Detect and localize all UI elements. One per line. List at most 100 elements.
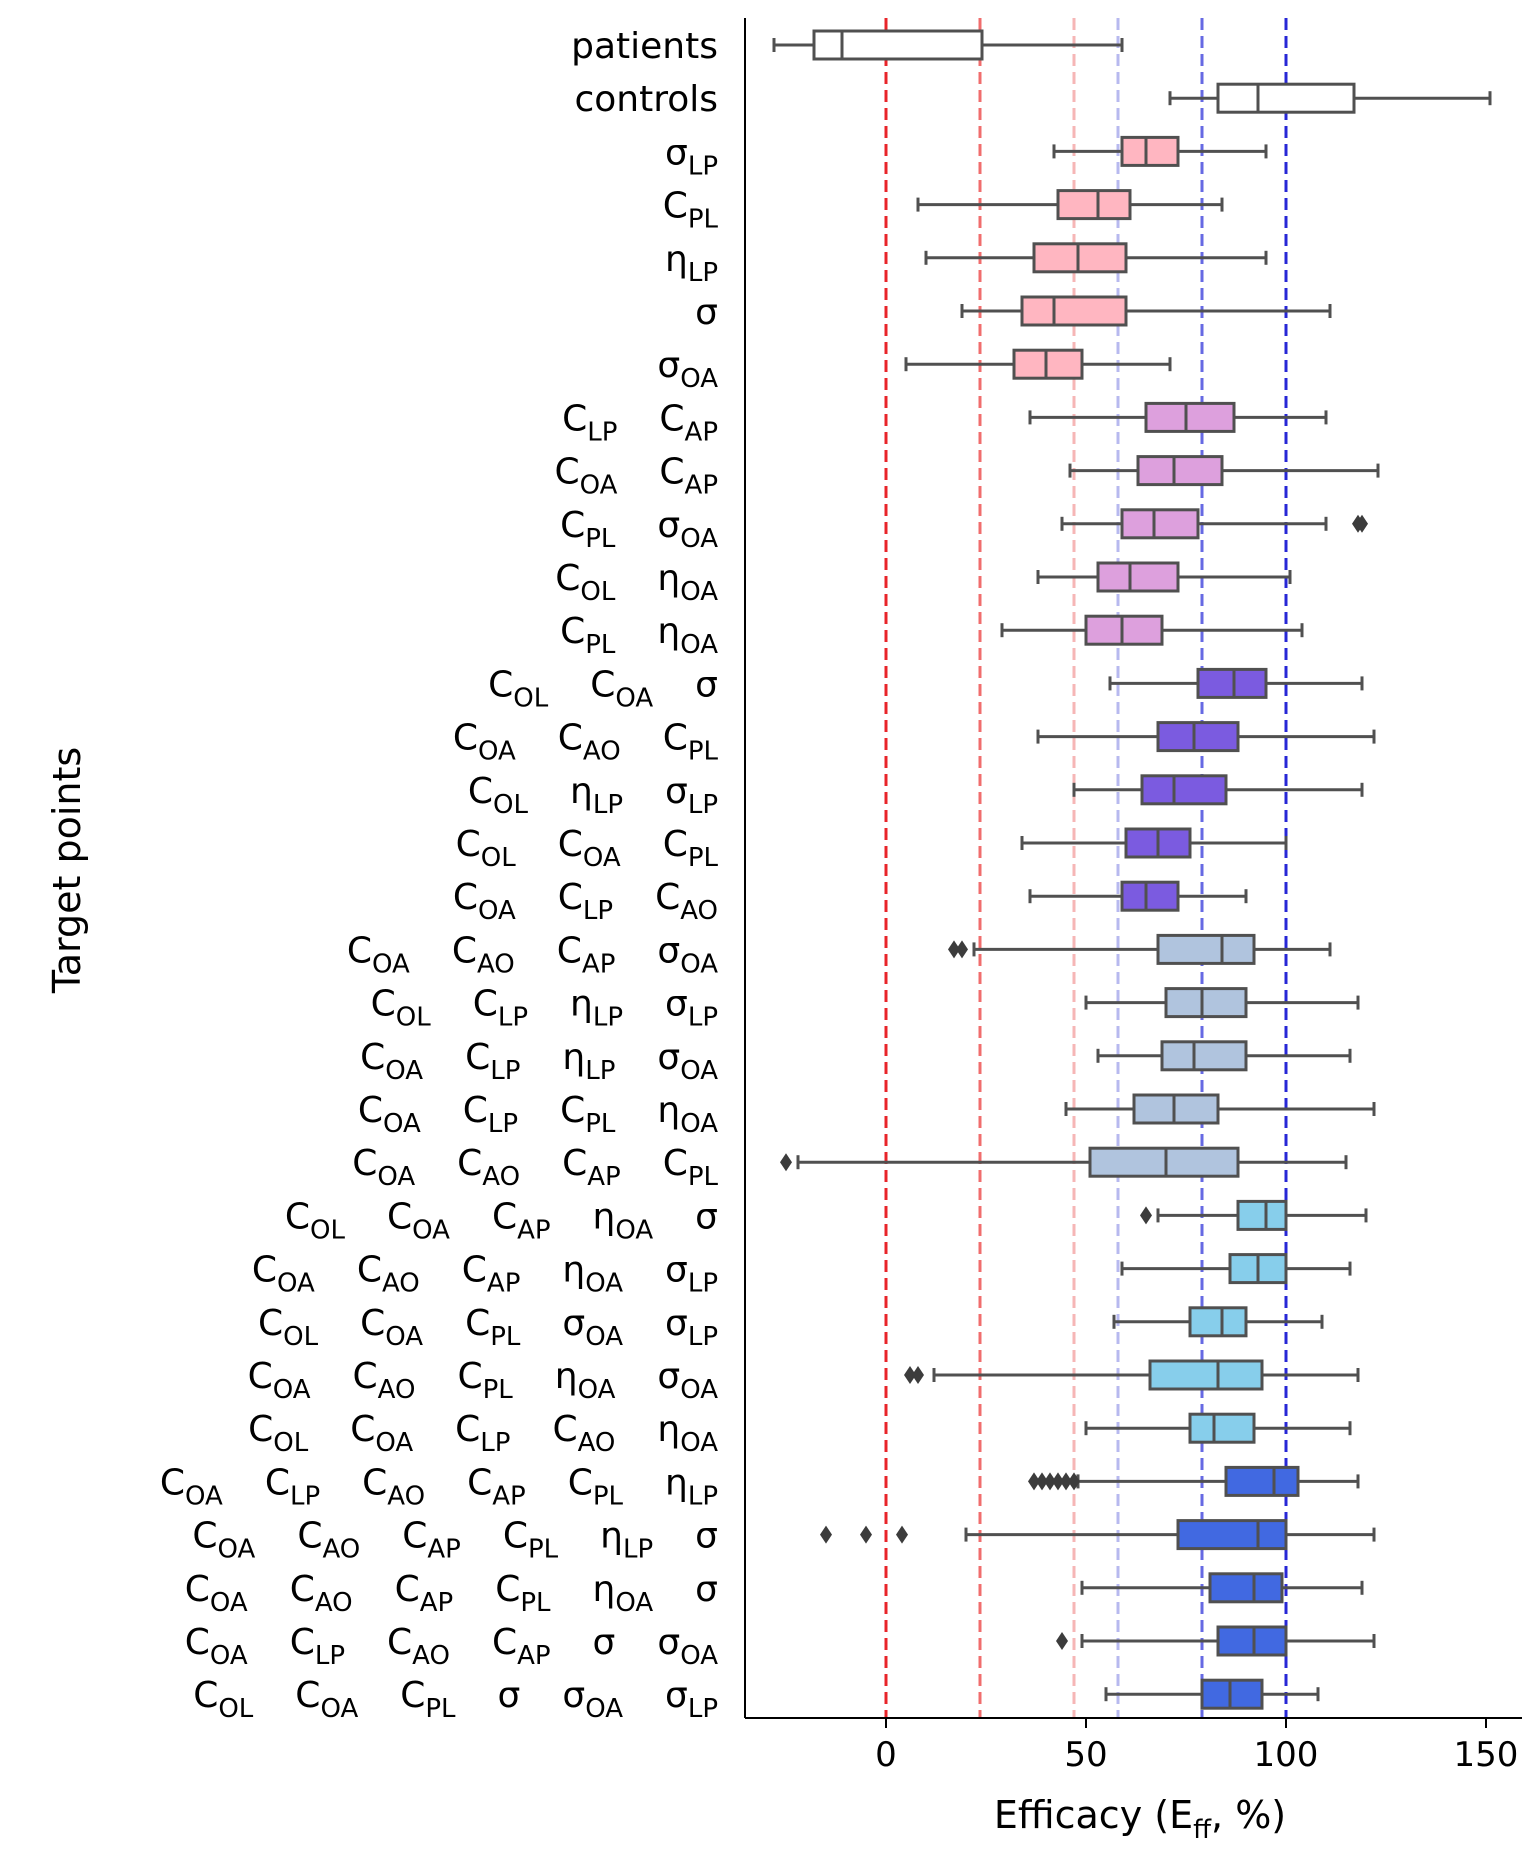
box [1032, 242, 1128, 274]
row-label: controls [574, 79, 718, 120]
box [812, 29, 984, 61]
box-row [780, 1146, 1348, 1178]
box-row [1112, 1306, 1324, 1338]
box [1088, 1146, 1240, 1178]
box [1208, 1572, 1284, 1604]
box [1096, 561, 1180, 593]
box-row [1080, 1572, 1364, 1604]
row-label: COL​COA​CPL​σOA​σLP​ [258, 1303, 718, 1352]
outlier-point [1028, 1472, 1040, 1491]
box-row [1068, 455, 1380, 487]
box-row [1120, 1253, 1352, 1285]
box [1164, 987, 1248, 1019]
x-tick-label: 150 [1454, 1735, 1519, 1775]
box-row [1028, 1465, 1360, 1497]
row-label: CPL​σOA​ [560, 505, 718, 554]
box [1056, 189, 1132, 221]
box [1224, 1465, 1300, 1497]
box-row [960, 295, 1332, 327]
row-label: σLP​ [665, 132, 718, 181]
outlier-point [1060, 1472, 1072, 1491]
row-label: COL​ηLP​σLP​ [468, 771, 718, 820]
y-axis-label: Target points [45, 747, 89, 994]
box-row [1028, 401, 1328, 433]
box-row [1020, 827, 1288, 859]
outlier-point [1052, 1472, 1064, 1491]
row-label: COA​CAP​ [554, 452, 718, 501]
row-label: σOA​ [657, 345, 718, 394]
row-label: COL​COA​CPL​ [456, 824, 719, 873]
box [1188, 1306, 1248, 1338]
outlier-point [1056, 1632, 1068, 1650]
box [1188, 1412, 1256, 1444]
row-label: CPL​ [663, 186, 719, 235]
box-row [772, 29, 1124, 61]
outlier-point [948, 940, 960, 959]
outlier-point [1044, 1472, 1056, 1491]
box [1236, 1199, 1288, 1231]
outlier-point [896, 1525, 908, 1544]
box-row [924, 242, 1268, 274]
box-row [1084, 987, 1360, 1019]
row-label: COL​ηOA​ [555, 558, 718, 607]
row-label: ηLP​ [665, 239, 718, 288]
row-label: COA​CAO​CAP​σOA​ [347, 930, 718, 979]
outlier-point [956, 940, 968, 959]
box [1156, 933, 1256, 965]
outlier-point [912, 1366, 924, 1384]
row-label: COA​CLP​CPL​ηOA​ [358, 1090, 718, 1139]
box-series [772, 29, 1492, 1710]
row-label: COL​CLP​ηLP​σLP​ [371, 984, 718, 1033]
box-row [1028, 880, 1248, 912]
box [1120, 880, 1180, 912]
box-row [1060, 508, 1368, 540]
box-row [1000, 614, 1304, 646]
box-row [948, 933, 1332, 965]
outlier-point [1068, 1472, 1080, 1491]
box [1020, 295, 1128, 327]
x-tick-label: 0 [875, 1735, 897, 1775]
reference-lines [884, 18, 1288, 1718]
box [1140, 774, 1228, 806]
box-row [1064, 1093, 1376, 1125]
row-label: σ [695, 292, 718, 333]
box [1216, 1625, 1288, 1657]
box-row [820, 1519, 1376, 1551]
row-label: COA​CAO​CPL​ [453, 718, 719, 767]
box-row [916, 189, 1224, 221]
box-row [1104, 1678, 1320, 1710]
row-label: COA​CAO​CAP​CPL​ηLP​σ [192, 1516, 718, 1565]
outlier-point [1356, 514, 1368, 533]
box [1144, 401, 1236, 433]
box [1216, 82, 1356, 114]
x-ticks: 0 50 100 150 [875, 1718, 1518, 1775]
row-label: COA​CAO​CAP​ηOA​σLP​ [252, 1250, 718, 1299]
outlier-point [780, 1153, 792, 1172]
box-row [1108, 667, 1364, 699]
box [1160, 1040, 1248, 1072]
row-label: COL​COA​CLP​CAO​ηOA​ [248, 1409, 718, 1458]
box-row [1072, 774, 1364, 806]
x-axis-label: Efficacy (Eff, %) [994, 1793, 1286, 1845]
box [1176, 1519, 1288, 1551]
target-point-labels: patients controls σLP​ CPL​ηLP​σ σOA​CLP​CAP… [160, 26, 719, 1724]
row-label: CLP​CAP​ [562, 398, 718, 447]
axes: 0 50 100 150 [744, 18, 1522, 1775]
row-label: CPL​ηOA​ [560, 611, 718, 660]
outlier-point [860, 1525, 872, 1544]
box-row [904, 348, 1172, 380]
box [1196, 667, 1268, 699]
row-label: COL​COA​CAP​ηOA​σ [285, 1196, 718, 1245]
outlier-point [820, 1525, 832, 1544]
x-tick-label: 50 [1064, 1735, 1107, 1775]
box-row [904, 1359, 1360, 1391]
box [1120, 508, 1200, 540]
outlier-point [1140, 1206, 1152, 1225]
box-row [1052, 135, 1268, 167]
row-label: COA​CAO​CAP​CPL​ηOA​σ [185, 1569, 718, 1618]
box [1148, 1359, 1264, 1391]
row-label: COA​CLP​CAO​CAP​CPL​ηLP​ [160, 1462, 718, 1511]
row-label: COA​CLP​ηLP​σOA​ [360, 1037, 718, 1086]
